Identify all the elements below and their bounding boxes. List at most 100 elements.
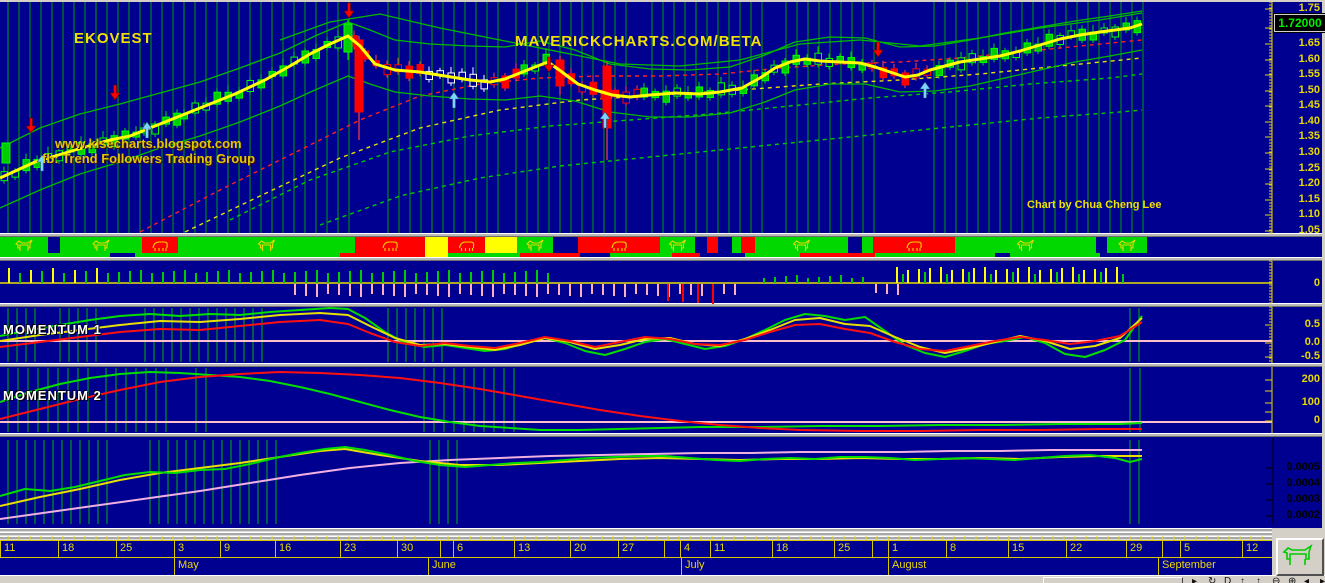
zoom-in-icon[interactable]: ⊕ (1288, 576, 1297, 583)
date-cell: 9 (220, 541, 275, 558)
sell-arrow-icon (343, 2, 355, 19)
buy-arrow-icon (599, 111, 611, 129)
pointer-icon[interactable]: ▸ (1192, 576, 1198, 583)
month-cell: August (888, 558, 1158, 576)
site-title: MAVERICKCHARTS.COM/BETA (515, 33, 763, 50)
date-cell: 27 (618, 541, 664, 558)
date-cell: 11 (710, 541, 772, 558)
indicator3-axis-label: 0.0003 (1286, 493, 1320, 505)
date-cell: 16 (275, 541, 340, 558)
indicator3-axis-label: 0.0004 (1286, 477, 1320, 489)
date-cell: 3 (174, 541, 220, 558)
date-cell: 8 (946, 541, 1008, 558)
sell-arrow-icon (872, 41, 884, 58)
price-axis-label: 1.20 (1298, 177, 1320, 189)
date-cell: 15 (1008, 541, 1066, 558)
bear-icon (152, 241, 168, 251)
bull-icon (668, 239, 686, 251)
price-axis-label: 1.10 (1298, 208, 1320, 220)
panel-separator[interactable] (0, 363, 1325, 367)
price-axis-label: 1.50 (1298, 84, 1320, 96)
month-cell: July (681, 558, 888, 576)
bull-icon (526, 239, 544, 251)
date-cell (664, 541, 680, 558)
date-cell: 5 (1180, 541, 1242, 558)
buy-arrow-icon (448, 91, 460, 109)
more-button[interactable] (1043, 577, 1183, 583)
panel-separator[interactable] (0, 233, 1325, 237)
sell-arrow-icon (109, 84, 121, 101)
panel-separator[interactable] (0, 303, 1325, 307)
momentum2-label: MOMENTUM 2 (3, 388, 102, 403)
bottom-separator-block (0, 528, 1325, 540)
date-cell: 20 (570, 541, 618, 558)
right-frame-edge (1322, 0, 1325, 583)
date-cell: 22 (1066, 541, 1126, 558)
refresh-icon[interactable]: ↻ (1208, 576, 1217, 583)
momentum1-axis-label: 0.5 (1304, 318, 1320, 330)
price-axis-label: 1.05 (1298, 224, 1320, 236)
draw-icon[interactable]: D (1224, 576, 1232, 583)
bull-icon (15, 239, 33, 251)
sell-arrow-icon (543, 56, 555, 73)
month-cell: September (1158, 558, 1272, 576)
arrow-up-icon[interactable]: ↑ (1240, 576, 1245, 583)
date-cell (872, 541, 888, 558)
bear-icon (382, 241, 398, 251)
date-axis-months: May June July August September (0, 557, 1272, 576)
price-axis-label: 1.35 (1298, 130, 1320, 142)
date-cell: 25 (116, 541, 174, 558)
buy-arrow-icon (141, 121, 153, 139)
arrow-down-icon[interactable]: ↕ (1256, 576, 1261, 583)
date-axis-days: 11 18 25 3 9 16 23 30 6 13 20 27 4 11 18 25 1 8 15 22 29 5 12 (0, 540, 1272, 558)
momentum1-label: MOMENTUM 1 (3, 322, 102, 337)
watermark-url: www.klsecharts.blogspot.com (55, 136, 242, 151)
watermark-fb: fb: Trend Followers Trading Group (42, 151, 256, 166)
arrow-left-icon[interactable]: ◂ (1304, 576, 1310, 583)
bull-icon (1282, 544, 1313, 565)
price-axis-label: 1.25 (1298, 162, 1320, 174)
top-frame-edge (0, 0, 1325, 2)
momentum2-axis-label: 200 (1301, 373, 1320, 385)
date-cell: 4 (680, 541, 710, 558)
price-axis-label: 1.60 (1298, 53, 1320, 65)
indicator3-axis-label: 0.0005 (1286, 461, 1320, 473)
buy-arrow-icon (919, 81, 931, 99)
month-cell: May (174, 558, 428, 576)
bottom-toolbar: ▸ ↻ D ↑ ↕ ⊖ ⊕ ◂ ▸ (0, 575, 1325, 583)
bear-icon (458, 241, 475, 251)
bear-icon (611, 241, 627, 251)
price-axis-label: 1.30 (1298, 146, 1320, 158)
indicator3-axis-label: 0.0002 (1286, 509, 1320, 521)
histogram-axis-label: 0 (1313, 277, 1320, 289)
bull-icon (1016, 239, 1034, 251)
panel-separator[interactable] (0, 257, 1325, 261)
panel-separator[interactable] (0, 433, 1325, 437)
date-cell (1162, 541, 1180, 558)
date-cell (440, 541, 453, 558)
buy-arrow-icon (36, 154, 48, 172)
date-cell: 30 (397, 541, 440, 558)
bull-button[interactable] (1276, 538, 1324, 576)
date-axis[interactable]: 11 18 25 3 9 16 23 30 6 13 20 27 4 11 18 25 1 8 15 22 29 5 12 … (0, 540, 1272, 576)
date-cell: 13 (514, 541, 570, 558)
price-axis-label: 1.40 (1298, 115, 1320, 127)
arrow-right-icon[interactable]: ▸ (1320, 576, 1325, 583)
date-cell: 23 (340, 541, 397, 558)
month-cell: June (428, 558, 681, 576)
sell-arrow-icon (25, 117, 37, 134)
price-axis-label: 1.55 (1298, 68, 1320, 80)
date-cell: 18 (58, 541, 116, 558)
date-cell: 12 (1242, 541, 1272, 558)
date-cell: 18 (772, 541, 834, 558)
price-axis-label: 1.75 (1298, 2, 1320, 14)
last-price-box: 1.72000 (1273, 13, 1325, 33)
bull-icon (792, 239, 810, 251)
price-axis-label: 1.65 (1298, 37, 1320, 49)
date-cell: 6 (453, 541, 514, 558)
zoom-out-icon[interactable]: ⊖ (1272, 576, 1281, 583)
momentum1-axis-label: 0.0 (1304, 336, 1320, 348)
price-axis-label: 1.45 (1298, 99, 1320, 111)
